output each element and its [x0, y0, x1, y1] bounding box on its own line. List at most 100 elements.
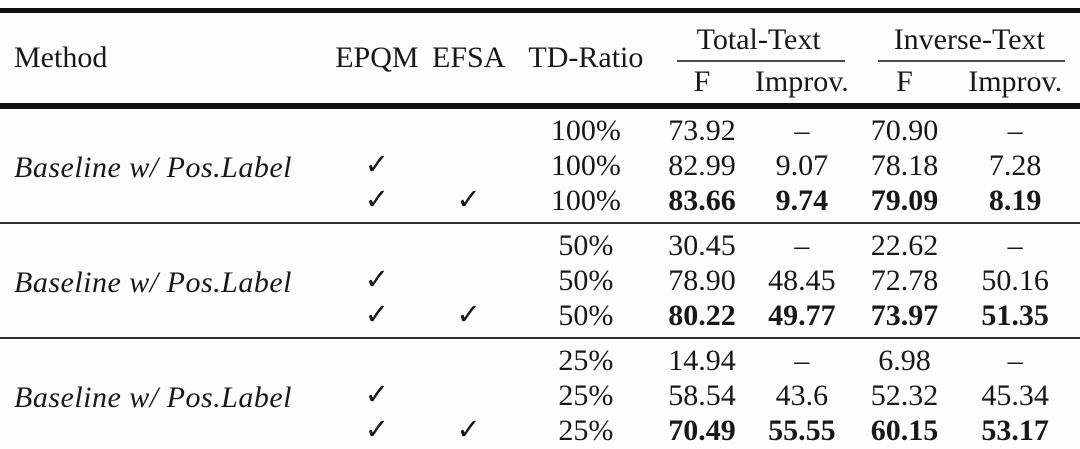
td-ratio-cell: 25%	[558, 413, 614, 447]
total-f-cell: 80.22	[668, 298, 736, 332]
total-improv-cell: 48.45	[768, 263, 836, 297]
checkmark-icon: ✓	[364, 379, 390, 412]
inverse-improv-cell: 51.35	[981, 298, 1049, 332]
inverse-improv-cell: 50.16	[981, 263, 1049, 297]
table-row: ✓ 50% 78.90 48.45 72.78 50.16	[0, 263, 1080, 298]
td-ratio-cell: 50%	[558, 298, 614, 332]
col-header-epqm: EPQM	[335, 41, 419, 75]
efsa-check-cell	[424, 338, 513, 378]
checkmark-icon: ✓	[456, 414, 481, 447]
inverse-f-cell: 52.32	[870, 378, 939, 412]
efsa-check-cell	[424, 106, 513, 148]
table-row: Baseline w/ Pos.Label 100% 73.92 – 70.90…	[0, 106, 1080, 184]
col-header-inverse-improv: Improv.	[968, 64, 1063, 98]
epqm-check-cell	[329, 106, 424, 148]
total-f-cell: 83.66	[668, 183, 736, 217]
total-f-cell: 73.92	[668, 113, 736, 147]
total-improv-cell: 49.77	[768, 298, 836, 332]
table-row: ✓ 100% 82.99 9.07 78.18 7.28	[0, 148, 1080, 183]
inverse-f-cell: 6.98	[878, 343, 931, 377]
checkmark-icon: ✓	[456, 299, 481, 332]
col-header-method: Method	[14, 41, 108, 75]
td-ratio-cell: 50%	[558, 228, 614, 262]
td-ratio-cell: 100%	[550, 113, 621, 147]
results-table: Method EPQM EFSA TD-Ratio Total-Text Inv…	[0, 8, 1080, 449]
efsa-check-cell	[424, 223, 513, 263]
table-row-best: ✓ ✓ 50% 80.22 49.77 73.97 51.35	[0, 298, 1080, 338]
total-improv-cell: 43.6	[775, 378, 829, 412]
method-cell: Baseline w/ Pos.Label	[14, 265, 292, 299]
inverse-improv-cell: –	[1007, 343, 1023, 377]
total-f-cell: 30.45	[668, 228, 736, 262]
inverse-f-cell: 22.62	[870, 228, 939, 262]
inverse-f-cell: 78.18	[870, 148, 939, 182]
total-improv-cell: 9.07	[775, 148, 829, 182]
total-improv-cell: –	[794, 228, 810, 262]
total-f-cell: 82.99	[668, 148, 736, 182]
checkmark-icon: ✓	[364, 414, 390, 447]
checkmark-icon: ✓	[364, 264, 390, 297]
table-row-best: ✓ ✓ 100% 83.66 9.74 79.09 8.19	[0, 183, 1080, 223]
total-f-cell: 58.54	[668, 378, 736, 412]
inverse-improv-cell: –	[1007, 113, 1023, 147]
col-header-inverse-f: F	[896, 64, 913, 98]
table-row: Baseline w/ Pos.Label 25% 14.94 – 6.98 –	[0, 338, 1080, 414]
td-ratio-cell: 25%	[558, 378, 614, 412]
method-cell: Baseline w/ Pos.Label	[14, 150, 292, 184]
total-improv-cell: –	[794, 113, 810, 147]
inverse-improv-cell: 8.19	[988, 183, 1042, 217]
epqm-check-cell	[329, 223, 424, 263]
epqm-check-cell: ✓	[329, 298, 424, 338]
inverse-improv-cell: 53.17	[981, 413, 1049, 447]
col-header-total-f: F	[693, 64, 711, 98]
epqm-check-cell: ✓	[329, 183, 424, 223]
efsa-check-cell	[424, 148, 513, 183]
total-f-cell: 78.90	[668, 263, 736, 297]
total-f-cell: 14.94	[668, 343, 736, 377]
col-header-td-ratio: TD-Ratio	[528, 41, 644, 75]
epqm-check-cell	[329, 338, 424, 378]
td-ratio-cell: 25%	[558, 343, 614, 377]
td-ratio-cell: 50%	[558, 263, 614, 297]
epqm-check-cell: ✓	[329, 148, 424, 183]
col-header-total-improv: Improv.	[754, 64, 849, 98]
table-row: ✓ 25% 58.54 43.6 52.32 45.34	[0, 378, 1080, 413]
method-cell: Baseline w/ Pos.Label	[14, 380, 292, 414]
group-100: Baseline w/ Pos.Label 100% 73.92 – 70.90…	[0, 106, 1080, 223]
td-ratio-cell: 100%	[550, 148, 621, 182]
group-header-inverse-text: Inverse-Text	[859, 11, 1080, 64]
efsa-check-cell: ✓	[424, 298, 513, 338]
epqm-check-cell: ✓	[329, 263, 424, 298]
col-header-efsa: EFSA	[432, 41, 506, 75]
efsa-check-cell	[424, 263, 513, 298]
efsa-check-cell	[424, 378, 513, 413]
inverse-f-cell: 70.90	[870, 113, 939, 147]
table-row-best: ✓ ✓ 25% 70.49 55.55 60.15 53.17	[0, 413, 1080, 449]
epqm-check-cell: ✓	[329, 378, 424, 413]
total-f-cell: 70.49	[668, 413, 736, 447]
total-improv-cell: 55.55	[768, 413, 836, 447]
group-header-total-text: Total-Text	[659, 11, 859, 64]
group-50: Baseline w/ Pos.Label 50% 30.45 – 22.62 …	[0, 223, 1080, 338]
inverse-f-cell: 72.78	[870, 263, 939, 297]
total-improv-cell: –	[794, 343, 810, 377]
total-improv-cell: 9.74	[775, 183, 829, 217]
inverse-improv-cell: 45.34	[981, 378, 1049, 412]
inverse-f-cell: 79.09	[870, 183, 939, 217]
checkmark-icon: ✓	[364, 184, 390, 217]
table-row: Baseline w/ Pos.Label 50% 30.45 – 22.62 …	[0, 223, 1080, 299]
group-25: Baseline w/ Pos.Label 25% 14.94 – 6.98 –…	[0, 338, 1080, 449]
checkmark-icon: ✓	[364, 299, 390, 332]
inverse-improv-cell: –	[1007, 228, 1023, 262]
efsa-check-cell: ✓	[424, 413, 513, 449]
efsa-check-cell: ✓	[424, 183, 513, 223]
epqm-check-cell: ✓	[329, 413, 424, 449]
inverse-f-cell: 73.97	[870, 298, 939, 332]
checkmark-icon: ✓	[364, 149, 390, 182]
inverse-f-cell: 60.15	[870, 413, 939, 447]
checkmark-icon: ✓	[456, 184, 481, 217]
table-header: Method EPQM EFSA TD-Ratio Total-Text Inv…	[0, 11, 1080, 106]
td-ratio-cell: 100%	[550, 183, 621, 217]
inverse-improv-cell: 7.28	[988, 148, 1042, 182]
